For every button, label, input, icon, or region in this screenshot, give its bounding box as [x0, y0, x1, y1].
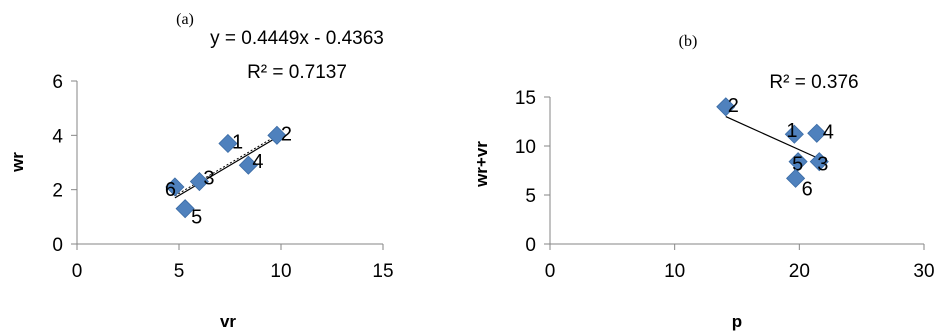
panel-a-point-5	[175, 199, 195, 219]
panel-b-ylabel: wr+vr	[472, 141, 491, 188]
panel-b-point-label-1: 1	[786, 120, 797, 142]
panel-b-point-label-6: 6	[802, 178, 813, 200]
panel-a-xlabel: vr	[220, 312, 236, 331]
panel-b-point-2	[716, 97, 736, 117]
panel-a-label: (a)	[176, 11, 194, 28]
panel-b-y-tick-label: 10	[515, 137, 536, 158]
panel-b-xlabel: p	[732, 312, 742, 331]
panel-a-x-tick-label: 0	[72, 261, 83, 282]
panel-b-y-tick-label: 5	[525, 186, 536, 207]
panel-a-point-6	[165, 177, 185, 197]
panel-a-point-label-4: 4	[252, 151, 263, 173]
panel-a-equation: y = 0.4449x - 0.4363	[210, 28, 384, 49]
panel-b-point-3	[809, 152, 829, 172]
panel-b-point-label-2: 2	[728, 95, 739, 117]
panel-b-point-label-3: 3	[817, 154, 828, 176]
panel-b-x-tick-label: 10	[664, 261, 685, 282]
panel-b-x-tick-label: 30	[913, 261, 934, 282]
panel-a-y-tick-label: 6	[52, 72, 63, 93]
panel-a-trendline	[174, 136, 278, 199]
panel-b-point-4	[807, 123, 827, 143]
panel-a-point-label-2: 2	[281, 123, 292, 145]
panel-a-point-label-1: 1	[232, 131, 243, 153]
panel-b-point-label-4: 4	[823, 121, 834, 143]
panel-b-point-5	[788, 152, 808, 172]
panel-a-y-tick-label: 2	[52, 181, 63, 202]
panel-a-ylabel: wr	[8, 152, 27, 173]
panel-a-point-label-6: 6	[165, 179, 176, 201]
panel-a-point-2	[267, 125, 287, 145]
panel-b-y-tick-label: 15	[515, 88, 536, 109]
panel-b-point-label-5: 5	[792, 154, 803, 176]
panel-b-label: (b)	[679, 33, 698, 50]
panel-a-x-tick-label: 15	[372, 261, 393, 282]
panel-b-trendline	[725, 116, 820, 160]
panel-a-point-label-5: 5	[191, 207, 202, 229]
panel-b-point-1	[784, 124, 804, 144]
panel-a-point-4	[238, 155, 258, 175]
panel-b-r2: R² = 0.376	[769, 72, 858, 93]
panel-b-y-tick-label: 0	[525, 235, 536, 256]
panel-b-x-tick-label: 20	[789, 261, 810, 282]
panel-a-y-tick-label: 4	[52, 126, 63, 147]
panel-b-x-tick-label: 0	[545, 261, 556, 282]
panel-a-x-tick-label: 5	[174, 261, 185, 282]
panel-a-point-3	[189, 171, 209, 192]
panel-a-y-tick-label: 0	[52, 235, 63, 256]
panel-a-point-label-3: 3	[203, 168, 214, 190]
panel-b-point-6	[786, 168, 806, 188]
panel-a-r2: R² = 0.7137	[247, 62, 347, 83]
panel-a-point-1	[218, 133, 238, 154]
panel-a-x-tick-label: 10	[270, 261, 291, 282]
